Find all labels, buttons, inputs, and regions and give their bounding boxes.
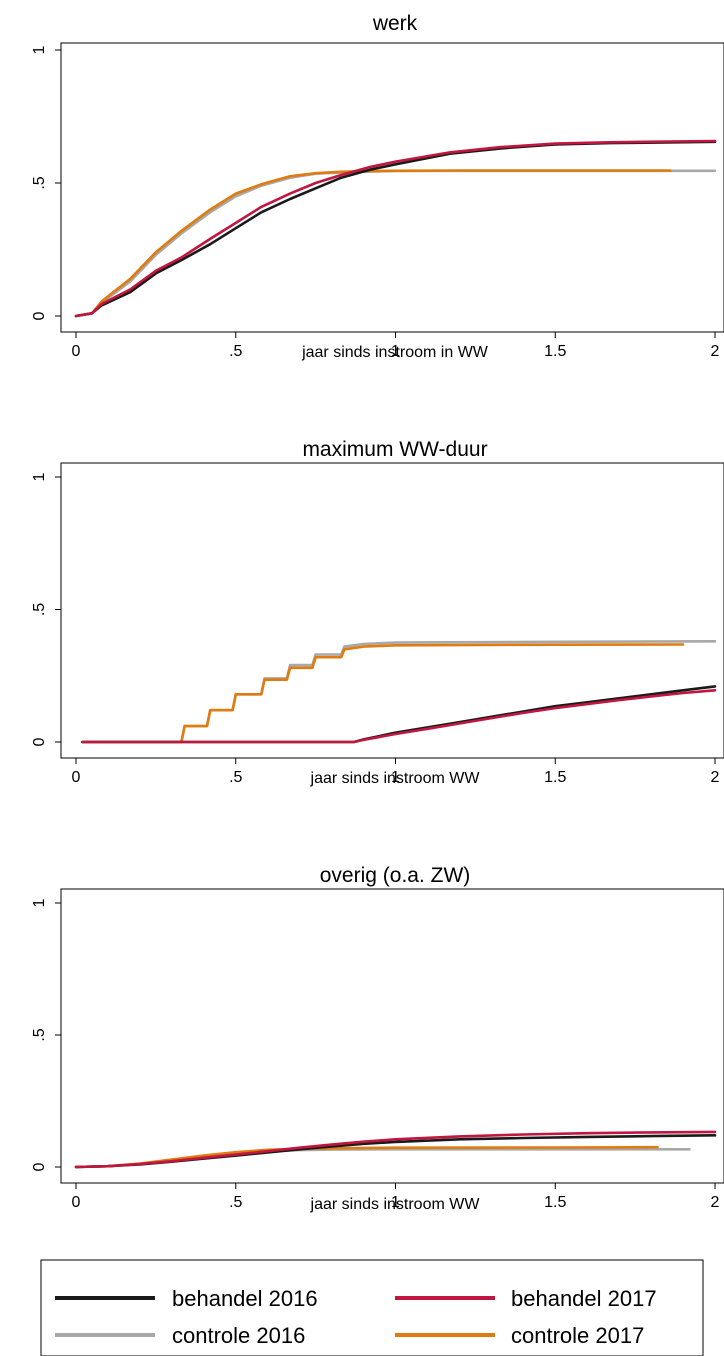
panel-title: werk (372, 12, 418, 35)
series-lines (74, 1130, 717, 1169)
legend-item-behandel-2016: behandel 2016 (55, 1286, 318, 1311)
panel-werk: werk 0.5 1 1.5 2 0.51 jaar sinds instroom i… (31, 12, 724, 361)
x-tick-label: 1 (391, 1194, 400, 1211)
series-line-behandel-2017 (74, 1130, 717, 1169)
x-tick-label: 0 (72, 1194, 81, 1211)
x-tick-label: .5 (229, 343, 242, 360)
x-tick-label: 1 (391, 343, 400, 360)
x-tick-label: 1.5 (544, 1194, 566, 1211)
legend-item-controle-2017: controle 2017 (395, 1323, 644, 1348)
legend-label: behandel 2016 (172, 1286, 318, 1311)
legend-label: controle 2017 (511, 1323, 644, 1348)
x-tick-label: 1.5 (544, 769, 566, 786)
x-axis: 0 .5 1 1.5 2 (72, 332, 720, 360)
panel-title: maximum WW-duur (302, 438, 487, 461)
legend-label: behandel 2017 (511, 1286, 657, 1311)
x-axis: 0 .5 1 1.5 2 (72, 758, 720, 786)
x-axis-label: jaar sinds instroom in WW (301, 344, 489, 361)
y-tick-label: .5 (31, 603, 48, 616)
y-tick-label: 1 (31, 45, 48, 54)
y-axis: 0.51 (31, 898, 61, 1171)
y-axis: 0.51 (31, 45, 61, 320)
panel-overig: overig (o.a. ZW) 0.5 1 1.5 2 0.51 jaar sind… (31, 864, 724, 1213)
x-axis-label: jaar sinds instroom WW (310, 1196, 481, 1213)
x-tick-label: 1 (391, 769, 400, 786)
x-tick-label: .5 (229, 1194, 242, 1211)
panel-maximum-ww-duur: maximum WW-duur 0.5 1 1.5 2 0.51 jaar sinds… (31, 438, 724, 787)
series-line-controle-2017 (74, 169, 672, 318)
y-axis: 0.51 (31, 472, 61, 746)
y-tick-label: 0 (31, 1162, 48, 1171)
x-tick-label: 2 (711, 769, 720, 786)
plot-area (60, 462, 724, 759)
x-axis-label: jaar sinds instroom WW (310, 770, 481, 787)
y-tick-label: 0 (31, 311, 48, 320)
y-tick-label: 1 (31, 472, 48, 481)
series-lines (74, 139, 717, 318)
x-tick-label: 2 (711, 343, 720, 360)
legend-label: controle 2016 (172, 1323, 305, 1348)
y-tick-label: 0 (31, 737, 48, 746)
y-tick-label: .5 (31, 176, 48, 189)
legend-item-controle-2016: controle 2016 (55, 1323, 305, 1348)
series-lines (81, 639, 717, 744)
plot-area (60, 42, 724, 333)
x-tick-label: 0 (72, 769, 81, 786)
x-axis: 0 .5 1 1.5 2 (72, 1183, 720, 1211)
x-tick-label: 0 (72, 343, 81, 360)
series-line-controle-2017 (81, 643, 685, 744)
series-line-behandel-2017 (74, 139, 717, 318)
legend-item-behandel-2017: behandel 2017 (395, 1286, 657, 1311)
y-tick-label: .5 (31, 1028, 48, 1041)
series-line-behandel-2017 (81, 688, 717, 744)
panel-title: overig (o.a. ZW) (320, 864, 471, 887)
y-tick-label: 1 (31, 898, 48, 907)
x-tick-label: .5 (229, 769, 242, 786)
legend-box (40, 1259, 704, 1356)
x-tick-label: 1.5 (544, 343, 566, 360)
x-tick-label: 2 (711, 1194, 720, 1211)
legend: behandel 2016 behandel 2017 controle 201… (40, 1259, 704, 1356)
